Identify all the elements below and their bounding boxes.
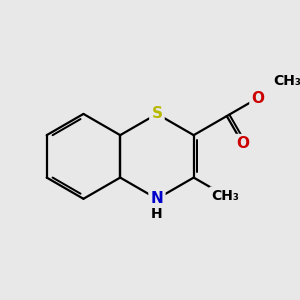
Text: O: O <box>251 91 265 106</box>
Text: CH₃: CH₃ <box>274 74 300 88</box>
Text: S: S <box>152 106 162 122</box>
Text: H: H <box>151 207 163 220</box>
Text: N: N <box>151 191 163 206</box>
Text: O: O <box>236 136 249 151</box>
Text: CH₃: CH₃ <box>211 189 239 202</box>
